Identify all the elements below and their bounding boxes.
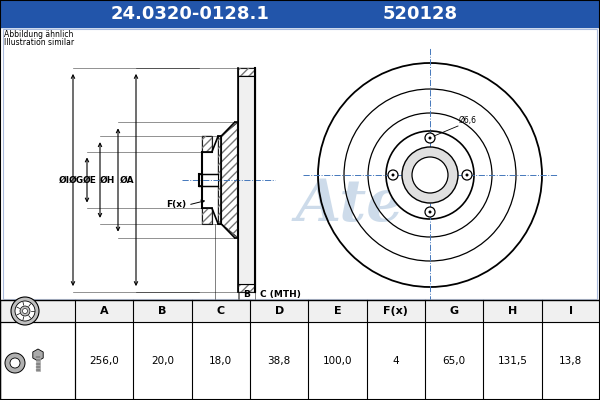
- Circle shape: [10, 358, 20, 368]
- Text: B: B: [158, 306, 167, 316]
- Text: ØA: ØA: [119, 176, 134, 184]
- Text: D: D: [231, 301, 239, 310]
- Text: ØH: ØH: [100, 176, 115, 184]
- Circle shape: [462, 170, 472, 180]
- Polygon shape: [238, 68, 255, 76]
- Bar: [0, 300, 600, 400]
- Text: F(x): F(x): [166, 200, 186, 210]
- Text: C (MTH): C (MTH): [260, 290, 301, 299]
- Text: F(x): F(x): [383, 306, 408, 316]
- Text: I: I: [569, 306, 573, 316]
- Text: A: A: [100, 306, 109, 316]
- Bar: [0, 0, 600, 27]
- Text: Ate: Ate: [296, 177, 404, 233]
- Text: 18,0: 18,0: [209, 356, 232, 366]
- Bar: [0, 300, 600, 400]
- Polygon shape: [202, 208, 212, 224]
- Text: 20,0: 20,0: [151, 356, 174, 366]
- Circle shape: [428, 136, 431, 140]
- Text: Abbildung ähnlich: Abbildung ähnlich: [4, 30, 73, 39]
- Polygon shape: [221, 122, 238, 238]
- Text: ØI: ØI: [59, 176, 70, 184]
- Text: D: D: [275, 306, 284, 316]
- Circle shape: [388, 170, 398, 180]
- Circle shape: [23, 308, 28, 314]
- Circle shape: [428, 210, 431, 214]
- Circle shape: [5, 353, 25, 373]
- Polygon shape: [238, 284, 255, 292]
- Circle shape: [402, 147, 458, 203]
- Text: Ø6,6: Ø6,6: [459, 116, 477, 125]
- Circle shape: [11, 297, 39, 325]
- Text: H: H: [508, 306, 517, 316]
- Bar: [0, 322, 75, 400]
- Polygon shape: [218, 136, 221, 224]
- Text: 24.0320-0128.1: 24.0320-0128.1: [110, 5, 269, 23]
- Polygon shape: [202, 174, 218, 186]
- Circle shape: [15, 301, 35, 321]
- Polygon shape: [238, 76, 255, 284]
- Text: 100,0: 100,0: [323, 356, 352, 366]
- Text: 131,5: 131,5: [497, 356, 527, 366]
- Text: 256,0: 256,0: [89, 356, 119, 366]
- Circle shape: [392, 174, 395, 176]
- Polygon shape: [202, 136, 212, 152]
- Bar: [36, 355, 40, 371]
- Text: 520128: 520128: [382, 5, 458, 23]
- Text: 38,8: 38,8: [268, 356, 291, 366]
- Text: Illustration similar: Illustration similar: [4, 38, 74, 47]
- Text: 13,8: 13,8: [559, 356, 583, 366]
- Text: G: G: [449, 306, 459, 316]
- Text: ØG: ØG: [69, 176, 84, 184]
- Circle shape: [20, 306, 30, 316]
- Bar: [3, 29, 597, 299]
- Text: 4: 4: [392, 356, 399, 366]
- Circle shape: [425, 207, 435, 217]
- Text: E: E: [334, 306, 341, 316]
- Text: 65,0: 65,0: [443, 356, 466, 366]
- Text: C: C: [217, 306, 225, 316]
- Text: ØE: ØE: [83, 176, 97, 184]
- Bar: [0, 300, 75, 322]
- Bar: [75, 300, 600, 322]
- Circle shape: [412, 157, 448, 193]
- Text: B: B: [243, 290, 250, 299]
- Circle shape: [466, 174, 469, 176]
- Bar: [0, 27, 600, 300]
- Circle shape: [386, 131, 474, 219]
- Circle shape: [425, 133, 435, 143]
